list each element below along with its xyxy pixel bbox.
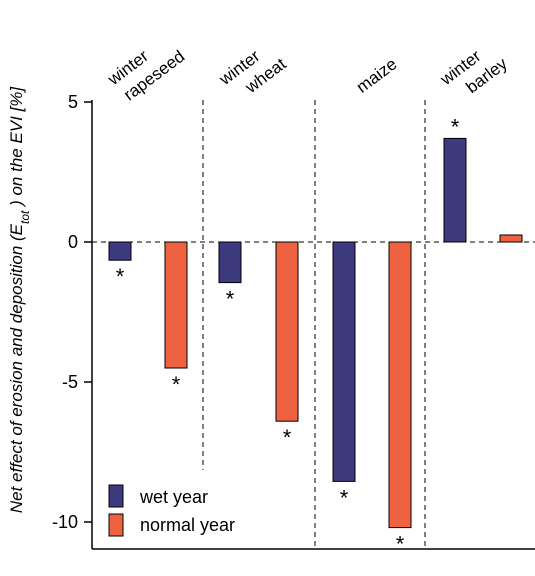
significance-star: *: [116, 264, 125, 289]
y-tick-label: 0: [68, 232, 78, 252]
category-label: maize: [353, 54, 401, 96]
y-tick-label: -5: [62, 372, 78, 392]
significance-star: *: [340, 485, 349, 510]
significance-star: *: [172, 372, 181, 397]
y-axis-title-suffix: on the EVI [%]: [7, 86, 26, 196]
significance-star: *: [396, 532, 405, 557]
bar-normal-year: [388, 241, 412, 529]
bars: [108, 137, 523, 529]
plot-lines: [91, 100, 535, 550]
y-axis-title: Net effect of erosion and deposition (Et…: [7, 86, 32, 514]
bar-wet-year: [218, 241, 242, 284]
bar-normal-year: [164, 241, 188, 369]
bar-normal-year: [499, 234, 523, 243]
significance-star: *: [451, 114, 460, 139]
y-axis-title-subscript: tot: [18, 210, 32, 224]
bar-wet-year: [108, 241, 132, 261]
legend-swatch-normal-year: [108, 513, 124, 537]
legend-label-normal-year: normal year: [140, 515, 235, 535]
y-tick-label: 5: [68, 92, 78, 112]
bar-wet-year: [443, 137, 467, 243]
legend-label-wet-year: wet year: [139, 487, 208, 507]
bar-wet-year: [332, 241, 356, 482]
bar-normal-year: [275, 241, 299, 422]
y-axis-title-main: Net effect of erosion and deposition: [7, 246, 26, 513]
legend-swatch-wet-year: [108, 484, 124, 508]
significance-markers: * * * * * * *: [116, 114, 460, 556]
significance-star: *: [283, 425, 292, 450]
category-label-line2: maize: [353, 54, 401, 96]
legend: wet year normal year: [108, 484, 235, 537]
y-axis: 5 0 -5 -10: [52, 92, 92, 532]
significance-star: *: [226, 287, 235, 312]
y-axis-title-symbol: E: [7, 223, 26, 235]
y-tick-label: -10: [52, 512, 78, 532]
